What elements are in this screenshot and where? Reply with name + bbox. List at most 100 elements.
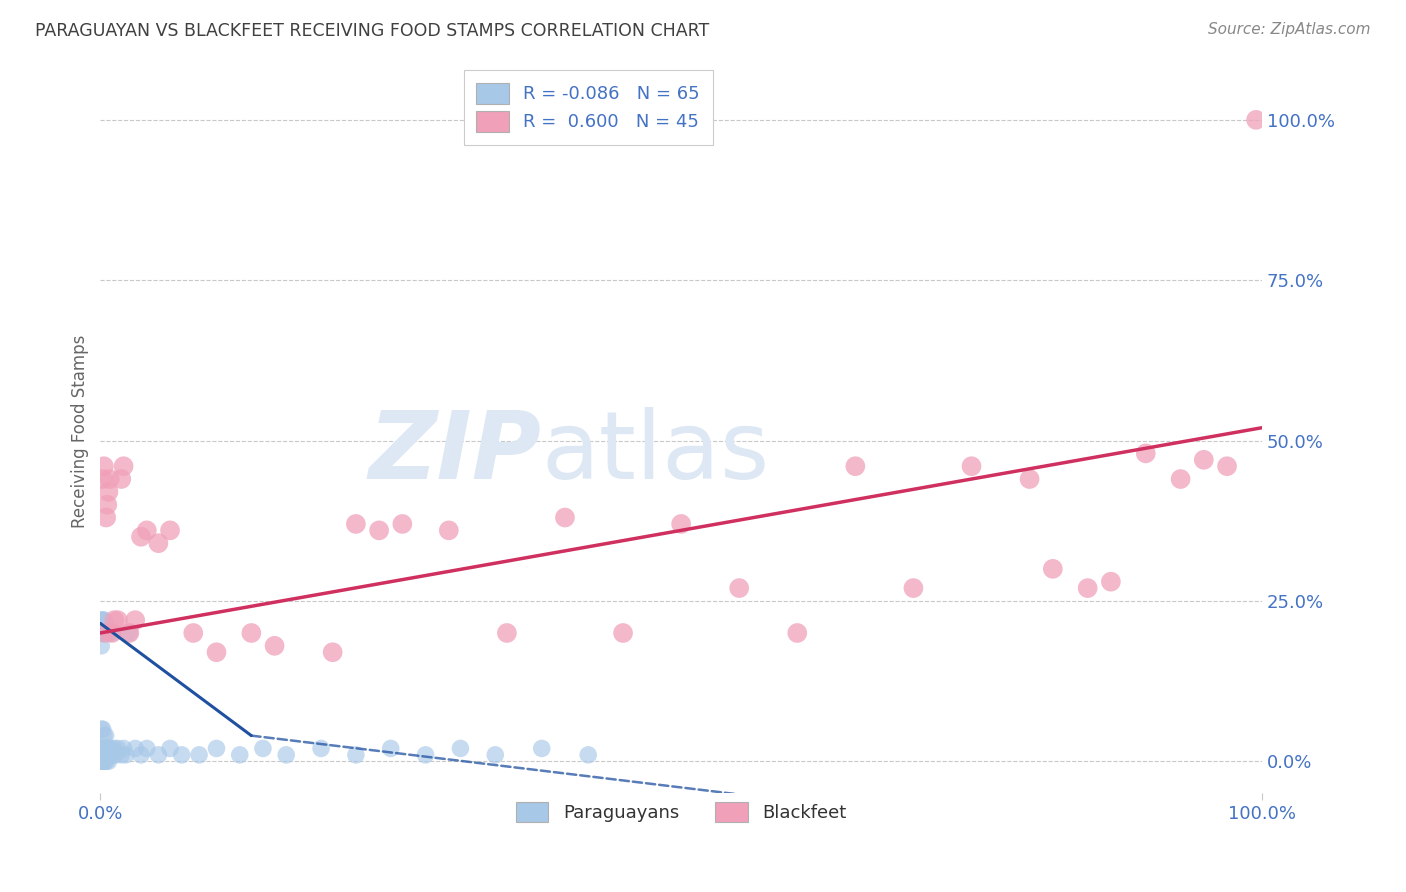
Point (101, 747, 124, 762)
Point (129, 747, 152, 762)
Point (107, 741, 129, 756)
Point (90, 626, 112, 640)
Point (669, 516, 692, 531)
Point (496, 626, 519, 640)
Point (96, 741, 118, 756)
Point (96, 626, 118, 640)
Point (107, 613, 129, 627)
Point (91, 626, 114, 640)
Point (1216, 459, 1239, 474)
Text: atlas: atlas (541, 407, 770, 499)
Point (110, 747, 132, 762)
Point (322, 645, 344, 659)
Point (205, 645, 228, 659)
Point (91, 626, 114, 640)
Point (124, 741, 146, 756)
Point (93, 626, 115, 640)
Point (612, 626, 634, 640)
Point (97, 484, 120, 499)
Point (90, 613, 112, 627)
Point (276, 747, 298, 762)
Point (576, 747, 599, 762)
Point (93, 741, 115, 756)
Point (391, 516, 413, 531)
Point (1244, 112, 1267, 127)
Point (1099, 574, 1122, 589)
Point (1077, 581, 1099, 595)
Point (100, 741, 122, 756)
Point (1018, 472, 1040, 486)
Point (101, 626, 124, 640)
Point (1135, 446, 1157, 460)
Point (97, 741, 120, 756)
Point (1042, 562, 1064, 576)
Point (110, 472, 132, 486)
Point (90, 639, 112, 653)
Y-axis label: Receiving Food Stamps: Receiving Food Stamps (72, 334, 89, 528)
Point (960, 459, 983, 474)
Point (91, 741, 114, 756)
Point (135, 741, 157, 756)
Point (159, 524, 181, 538)
Point (103, 613, 125, 627)
Point (91, 613, 114, 627)
Point (229, 747, 252, 762)
Point (91, 747, 114, 762)
Point (205, 741, 228, 756)
Point (484, 747, 506, 762)
Point (118, 626, 141, 640)
Point (344, 747, 367, 762)
Point (118, 626, 141, 640)
Point (90, 722, 112, 736)
Point (94, 729, 117, 743)
Point (159, 741, 181, 756)
Point (844, 459, 866, 474)
Point (93, 613, 115, 627)
Point (98, 747, 121, 762)
Point (90, 754, 112, 768)
Point (112, 459, 135, 474)
Point (368, 524, 391, 538)
Point (91, 472, 114, 486)
Point (903, 581, 925, 595)
Point (415, 747, 437, 762)
Text: Source: ZipAtlas.com: Source: ZipAtlas.com (1208, 22, 1371, 37)
Point (94, 626, 117, 640)
Point (103, 741, 125, 756)
Point (129, 530, 152, 544)
Point (240, 626, 263, 640)
Point (1170, 472, 1192, 486)
Point (96, 510, 118, 524)
Point (96, 626, 118, 640)
Point (93, 729, 115, 743)
Point (309, 741, 332, 756)
Point (91, 626, 114, 640)
Point (263, 639, 285, 653)
Point (148, 747, 170, 762)
Point (94, 741, 117, 756)
Point (90, 626, 112, 640)
Point (728, 581, 751, 595)
Legend: Paraguayans, Blackfeet: Paraguayans, Blackfeet (503, 789, 859, 835)
Point (112, 741, 135, 756)
Point (93, 754, 115, 768)
Point (181, 626, 204, 640)
Point (554, 510, 576, 524)
Point (170, 747, 193, 762)
Point (104, 747, 127, 762)
Point (90, 741, 112, 756)
Point (101, 626, 124, 640)
Point (90, 613, 112, 627)
Point (344, 516, 367, 531)
Point (94, 754, 117, 768)
Text: ZIP: ZIP (368, 407, 541, 499)
Point (135, 524, 157, 538)
Point (188, 747, 211, 762)
Text: PARAGUAYAN VS BLACKFEET RECEIVING FOOD STAMPS CORRELATION CHART: PARAGUAYAN VS BLACKFEET RECEIVING FOOD S… (35, 22, 710, 40)
Point (98, 626, 121, 640)
Point (96, 498, 118, 512)
Point (1192, 452, 1215, 467)
Point (148, 536, 170, 550)
Point (96, 747, 118, 762)
Point (98, 472, 121, 486)
